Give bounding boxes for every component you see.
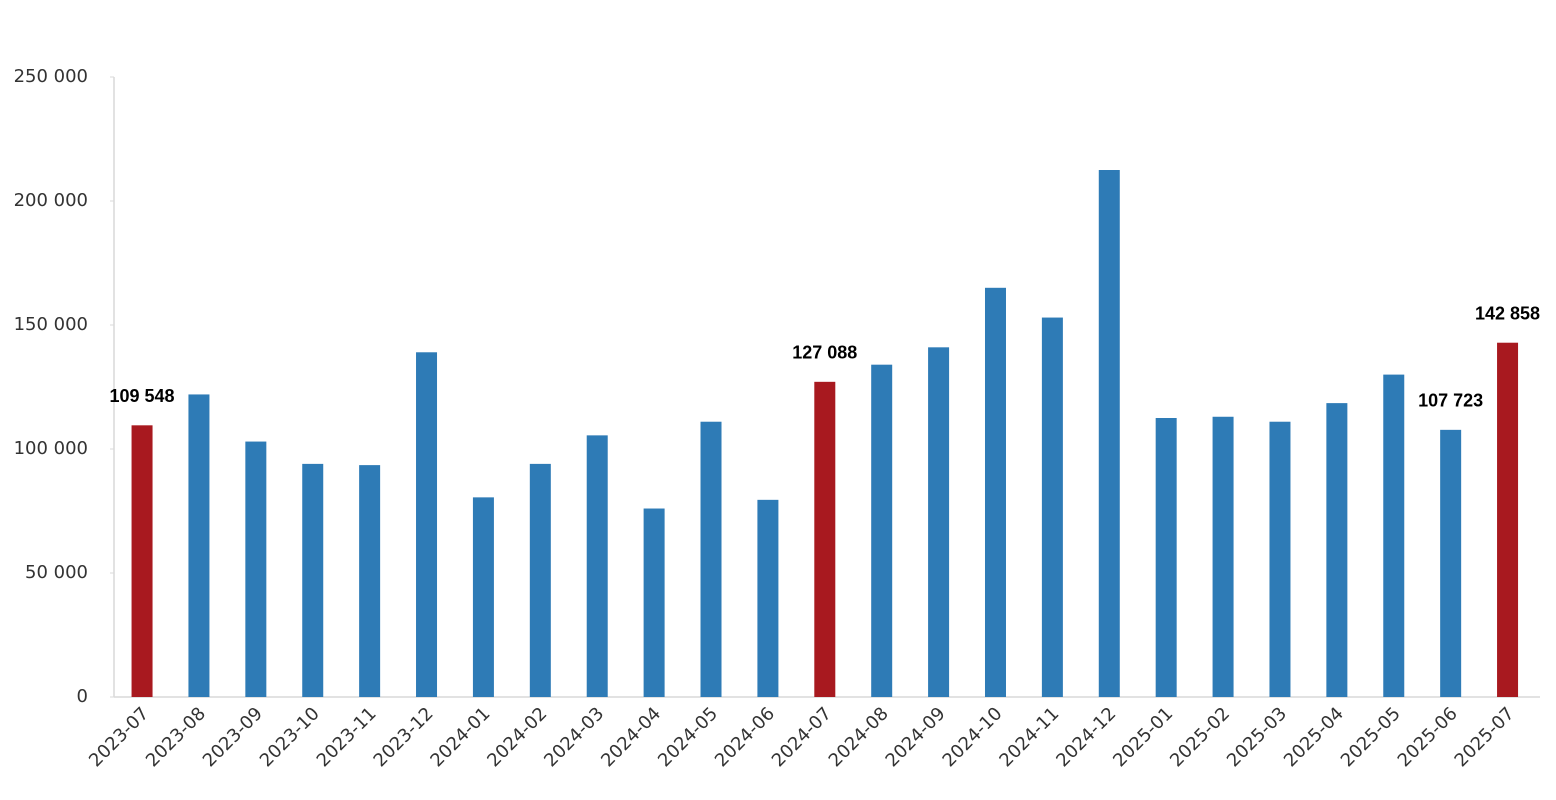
bar (757, 499, 779, 697)
x-tick-label: 2023-09 (199, 703, 267, 771)
bar (1383, 374, 1405, 697)
bar (1155, 418, 1177, 697)
x-tick-label: 2024-09 (882, 703, 950, 771)
bar (245, 441, 267, 697)
x-tick-label: 2023-10 (256, 703, 324, 771)
value-label: 109 548 (110, 386, 175, 406)
x-tick-label: 2024-03 (540, 703, 608, 771)
bar (1098, 170, 1120, 697)
x-tick-label: 2024-06 (711, 703, 779, 771)
y-tick-label: 150 000 (14, 314, 88, 335)
bar (188, 394, 210, 697)
bar (416, 352, 438, 697)
value-label: 142 858 (1475, 303, 1540, 323)
x-tick-label: 2025-05 (1337, 703, 1405, 771)
bar (928, 347, 950, 697)
bar (814, 381, 836, 697)
y-tick-label: 200 000 (14, 190, 88, 211)
y-tick-label: 250 000 (14, 66, 88, 87)
x-tick-label: 2025-04 (1280, 703, 1348, 771)
y-tick-label: 50 000 (25, 562, 88, 583)
x-tick-label: 2025-07 (1451, 703, 1519, 771)
y-tick-label: 100 000 (14, 438, 88, 459)
x-tick-label: 2023-07 (85, 703, 153, 771)
bar (1212, 416, 1234, 697)
bar (1440, 429, 1462, 697)
x-tick-label: 2023-12 (370, 703, 438, 771)
x-tick-label: 2025-06 (1394, 703, 1462, 771)
y-tick-label: 0 (77, 686, 88, 707)
x-tick-label: 2024-05 (654, 703, 722, 771)
bar (359, 465, 381, 697)
bar (586, 435, 608, 697)
value-label: 107 723 (1418, 391, 1483, 411)
bar (984, 287, 1006, 697)
x-tick-label: 2024-11 (995, 703, 1063, 771)
x-tick-label: 2025-03 (1223, 703, 1291, 771)
bar (643, 508, 665, 697)
x-tick-label: 2025-02 (1166, 703, 1234, 771)
x-tick-label: 2023-08 (142, 703, 210, 771)
bar (302, 463, 324, 697)
bar (871, 364, 893, 697)
x-tick-label: 2024-10 (939, 703, 1007, 771)
x-tick-label: 2024-12 (1052, 703, 1120, 771)
value-label: 127 088 (792, 343, 857, 363)
x-tick-label: 2024-07 (768, 703, 836, 771)
x-tick-label: 2024-04 (597, 703, 665, 771)
x-tick-label: 2023-11 (313, 703, 381, 771)
bar (1041, 317, 1063, 697)
bar (1497, 342, 1519, 697)
x-tick-label: 2024-02 (483, 703, 551, 771)
x-tick-label: 2025-01 (1109, 703, 1177, 771)
bar (131, 425, 153, 697)
bar (472, 497, 494, 697)
bar (529, 463, 551, 697)
bar (1269, 421, 1291, 697)
bar (700, 421, 722, 697)
x-tick-label: 2024-08 (825, 703, 893, 771)
x-tick-label: 2024-01 (426, 703, 494, 771)
bar (1326, 403, 1348, 697)
